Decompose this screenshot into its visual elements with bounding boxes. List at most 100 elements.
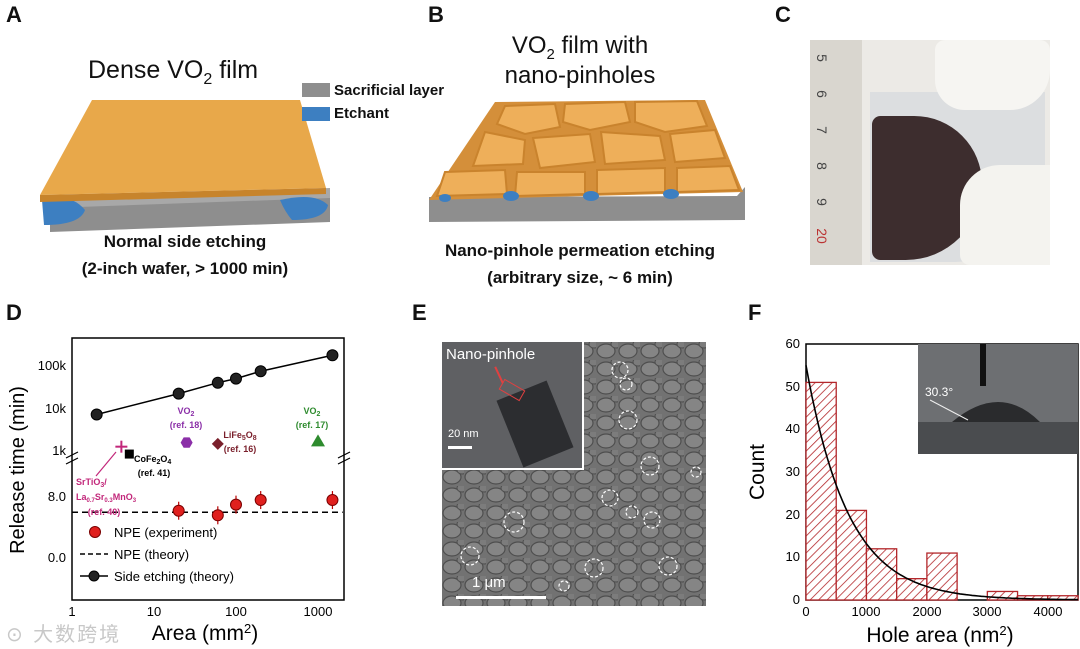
histogram-bar	[835, 509, 868, 601]
marker-vo2-ref18	[180, 437, 193, 448]
f-x-tick-3000: 3000	[973, 604, 1002, 619]
grain-pattern	[435, 99, 741, 198]
f-y-tick-50: 50	[786, 379, 800, 394]
axis-break	[65, 451, 351, 465]
ruler: 5 6 7 8 9 20	[810, 40, 862, 265]
droplet	[952, 402, 1040, 422]
side-etching-point	[326, 349, 339, 362]
y-tick-8: 8.0	[48, 489, 66, 504]
marker-vo2-ref17	[311, 434, 325, 447]
pinhole-film-illustration	[429, 99, 745, 222]
side-etching-point	[230, 372, 242, 385]
panel-letter-c: C	[775, 2, 791, 27]
f-y-tick-60: 60	[786, 336, 800, 351]
plot-frame-d	[71, 337, 345, 601]
legend-npe-exp: NPE (experiment)	[114, 525, 217, 540]
legend-side-marker	[88, 570, 100, 582]
chart-release-time: 1k 10k 100k 0.0 8.0 1 10 100 1000 Area (…	[7, 337, 351, 646]
x-tick-100: 100	[225, 604, 247, 619]
side-etching-point	[211, 376, 224, 389]
f-x-tick-2000: 2000	[913, 604, 942, 619]
annot-sto-arrow	[95, 451, 117, 477]
npe-exp-point	[172, 504, 185, 517]
f-y-tick-20: 20	[786, 507, 800, 522]
legend-npe-theory: NPE (theory)	[114, 547, 189, 562]
annot-life-ref: (ref. 16)	[224, 444, 257, 454]
y-tick-100k: 100k	[38, 358, 67, 373]
side-etching-point	[254, 365, 267, 378]
chart-hole-area: 30.3° 0 10 20 30 40 50 60 0 1000 2000 30…	[746, 336, 1079, 648]
panel-b-title-1: VO2 film with	[511, 32, 649, 63]
panel-letter-a: A	[6, 2, 22, 27]
panel-letter-d: D	[6, 300, 22, 325]
y-axis-label-d: Release time (min)	[7, 386, 29, 554]
vo2-film	[40, 100, 326, 195]
f-x-tick-1000: 1000	[852, 604, 881, 619]
x-tick-1000: 1000	[304, 604, 333, 619]
annot-vo2-17: VO2	[304, 406, 321, 418]
x-axis-label-d: Area (mm2)	[152, 621, 258, 646]
histogram-bar	[865, 548, 898, 601]
legend-side: Side etching (theory)	[114, 569, 234, 584]
annot-sto-ref: (ref. 40)	[88, 507, 121, 517]
inset-label: Nano-pinhole	[446, 346, 536, 363]
panel-a-caption-2: (2-inch wafer, > 1000 min)	[81, 259, 289, 278]
y-axis-label-f: Count	[746, 444, 769, 500]
sem-image: Nano-pinhole 20 nm 1 μm	[442, 342, 706, 606]
f-x-tick-0: 0	[802, 604, 809, 619]
annot-cofe-ref: (ref. 41)	[138, 468, 171, 478]
panel-b-caption-1: Nano-pinhole permeation etching	[444, 241, 716, 260]
legend-etchant-swatch	[302, 107, 330, 121]
legend-sacrificial-swatch	[302, 83, 330, 97]
inset-arrow	[494, 366, 504, 384]
f-y-tick-40: 40	[786, 421, 800, 436]
etchant-right	[280, 196, 328, 220]
watermark: ⊙ 大数跨境	[6, 622, 122, 646]
annot-vo2-18-ref: (ref. 18)	[170, 420, 203, 430]
scale-bar-label: 1 μm	[472, 574, 506, 591]
etchant-left	[42, 197, 85, 225]
y-tick-1k: 1k	[52, 443, 66, 458]
npe-exp-point	[254, 494, 267, 507]
tem-inset: Nano-pinhole 20 nm	[442, 342, 584, 470]
panel-letter-e: E	[412, 300, 427, 325]
f-y-tick-0: 0	[793, 592, 800, 607]
exponential-fit-curve	[805, 365, 1078, 601]
annot-vo2-18: VO2	[178, 406, 195, 418]
legend-npe-exp-marker	[89, 526, 101, 538]
histogram-bar	[805, 381, 837, 601]
side-etching-point	[90, 408, 103, 421]
histogram-bar	[896, 578, 928, 601]
npe-exp-point	[211, 509, 224, 522]
legend-etchant-label: Etchant	[334, 105, 390, 122]
pinhole-circles	[460, 361, 702, 592]
side-etching-point	[172, 387, 185, 400]
inset-scale-label: 20 nm	[448, 428, 479, 440]
panel-b-caption-2: (arbitrary size, ~ 6 min)	[487, 268, 673, 287]
f-y-tick-30: 30	[786, 464, 800, 479]
npe-exp-point	[326, 494, 339, 507]
x-axis-label-f: Hole area (nm2)	[866, 623, 1013, 648]
annot-lsmo: La0.7Sr0.3MnO3	[76, 492, 137, 504]
inset-angle-label: 30.3°	[925, 385, 953, 399]
panel-letter-b: B	[428, 2, 444, 27]
contact-angle-inset: 30.3°	[918, 344, 1078, 454]
annot-cofe: CoFe2O4	[134, 454, 171, 466]
x-tick-1: 1	[68, 604, 75, 619]
panel-letter-f: F	[748, 300, 762, 325]
marker-cofe-ref41	[124, 449, 134, 459]
glove	[935, 40, 1050, 110]
wafer-photo: 5 6 7 8 9 20	[810, 40, 1050, 265]
annot-life: LiFe5O8	[223, 430, 256, 442]
annot-vo2-17-ref: (ref. 17)	[296, 420, 329, 430]
side-etching-line	[96, 354, 333, 416]
f-x-tick-4000: 4000	[1034, 604, 1063, 619]
dense-film-illustration	[40, 100, 330, 232]
f-y-tick-10: 10	[786, 549, 800, 564]
x-tick-10: 10	[147, 604, 161, 619]
panel-b-title-2: nano-pinholes	[504, 62, 656, 89]
panel-a-caption-1: Normal side etching	[103, 232, 267, 251]
marker-lifeo-ref16	[211, 437, 224, 450]
legend-sacrificial-label: Sacrificial layer	[334, 82, 445, 99]
y-tick-10k: 10k	[45, 401, 66, 416]
